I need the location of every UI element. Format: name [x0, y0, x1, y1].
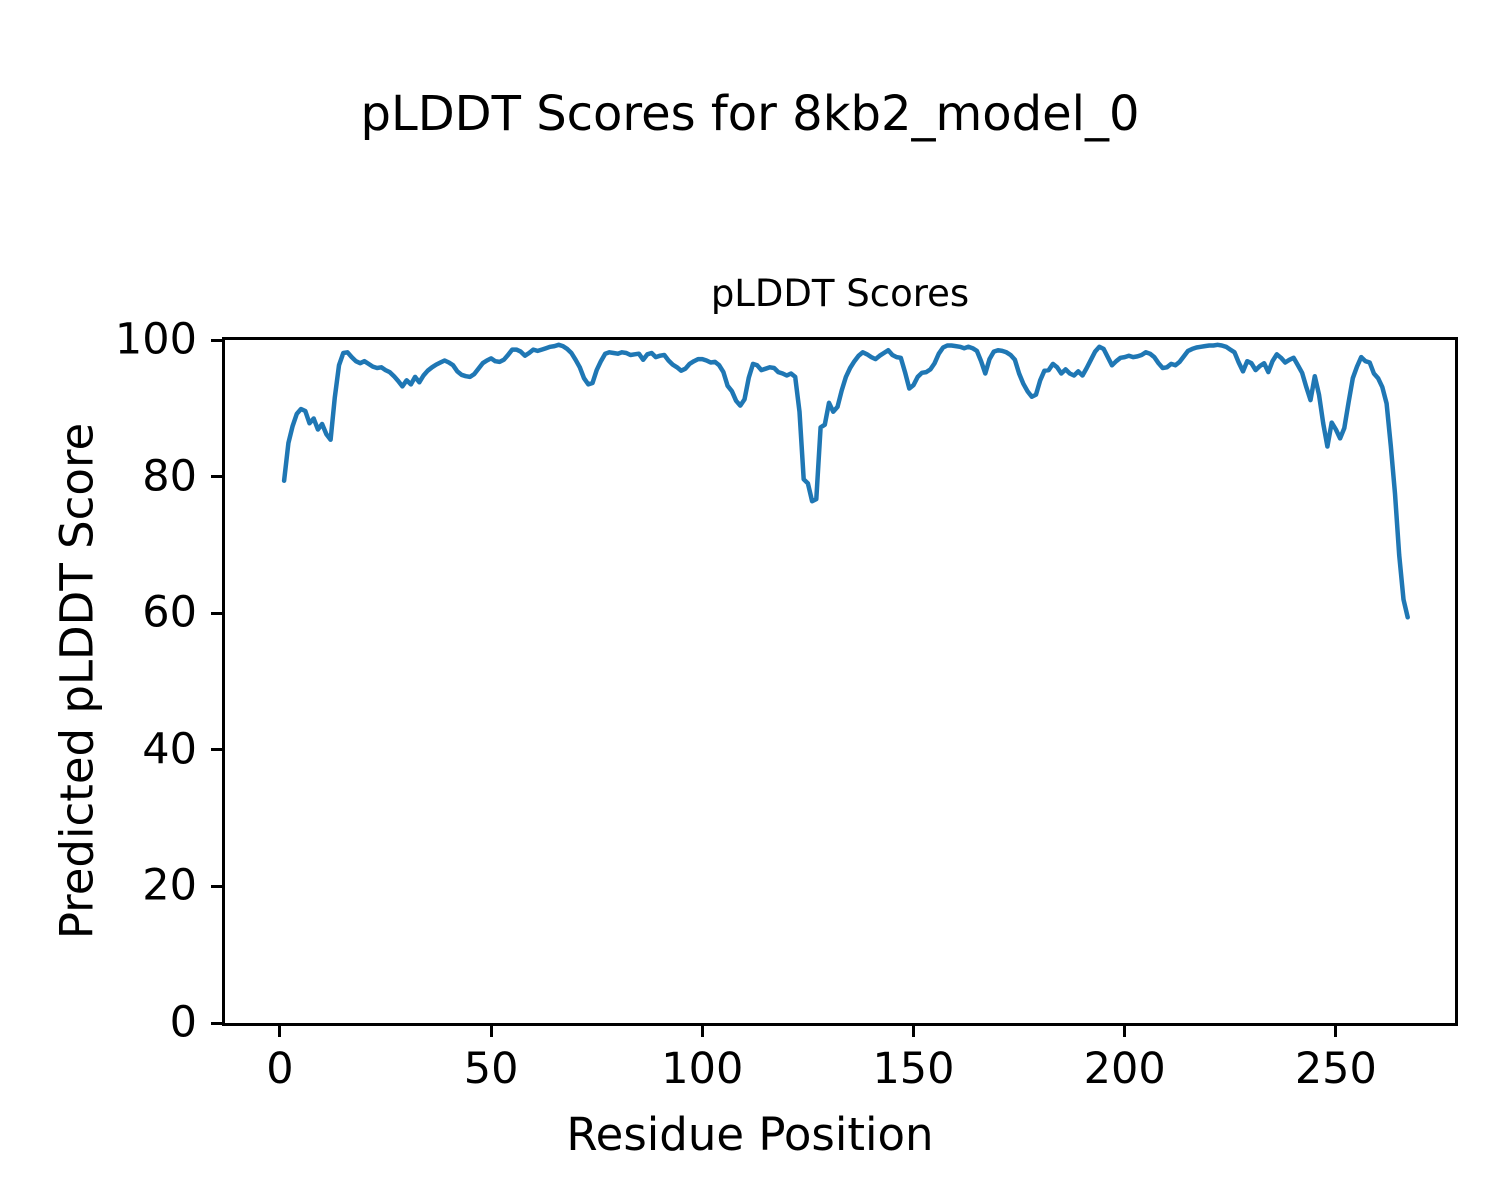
x-tick-label: 200: [1083, 1044, 1166, 1094]
x-tick-label: 250: [1294, 1044, 1377, 1094]
plot-area: [222, 337, 1458, 1026]
x-tick-mark: [700, 1024, 704, 1037]
figure-title: pLDDT Scores for 8kb2_model_0: [360, 86, 1140, 142]
y-tick-mark: [211, 611, 224, 615]
y-tick-label: 100: [114, 314, 197, 365]
x-tick-mark: [489, 1024, 493, 1037]
y-tick-mark: [211, 748, 224, 752]
y-tick-mark: [211, 338, 224, 342]
plddt-line: [281, 342, 1410, 620]
y-tick-label: 0: [169, 997, 197, 1048]
y-tick-label: 60: [142, 587, 197, 638]
x-tick-label: 150: [872, 1044, 955, 1094]
x-tick-mark: [1334, 1024, 1338, 1037]
y-tick-mark: [211, 475, 224, 479]
x-tick-label: 50: [463, 1044, 519, 1094]
x-axis-label: Residue Position: [566, 1108, 934, 1161]
x-tick-mark: [1123, 1024, 1127, 1037]
x-tick-mark: [911, 1024, 915, 1037]
y-axis-label: Predicted pLDDT Score: [50, 422, 104, 940]
x-tick-label: 100: [661, 1044, 744, 1094]
y-tick-mark: [211, 1021, 224, 1025]
plddt-line-chart: [281, 342, 1410, 620]
y-tick-label: 80: [142, 451, 197, 502]
x-tick-mark: [278, 1024, 282, 1037]
x-tick-label: 0: [266, 1044, 294, 1094]
y-tick-mark: [211, 884, 224, 888]
axes-title: pLDDT Scores: [710, 272, 970, 315]
y-tick-label: 40: [142, 724, 197, 775]
y-tick-label: 20: [142, 860, 197, 911]
